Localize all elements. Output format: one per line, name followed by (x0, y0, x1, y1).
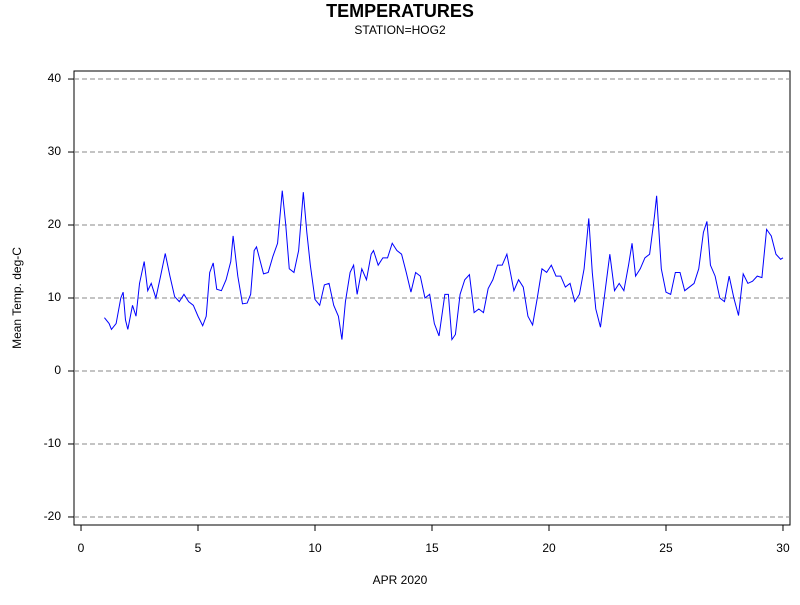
y-tick-label: 30 (48, 144, 62, 158)
chart-title: TEMPERATURES (326, 1, 474, 21)
data-line (104, 190, 784, 342)
y-tick-label: 20 (48, 217, 62, 231)
y-tick-label: 0 (54, 363, 61, 377)
x-tick-label: 15 (425, 541, 439, 555)
y-tick-label: 10 (48, 290, 62, 304)
x-axis-label: APR 2020 (373, 573, 428, 587)
y-tick-label: -10 (44, 436, 62, 450)
y-tick-label: -20 (44, 509, 62, 523)
y-axis-label: Mean Temp. deg-C (10, 247, 24, 349)
x-tick-label: 25 (659, 541, 673, 555)
x-tick-label: 0 (78, 541, 85, 555)
x-tick-label: 5 (195, 541, 202, 555)
x-tick-label: 30 (776, 541, 790, 555)
x-tick-label: 20 (542, 541, 556, 555)
chart-subtitle: STATION=HOG2 (354, 23, 446, 37)
x-tick-label: 10 (308, 541, 322, 555)
y-tick-label: 40 (48, 71, 62, 85)
